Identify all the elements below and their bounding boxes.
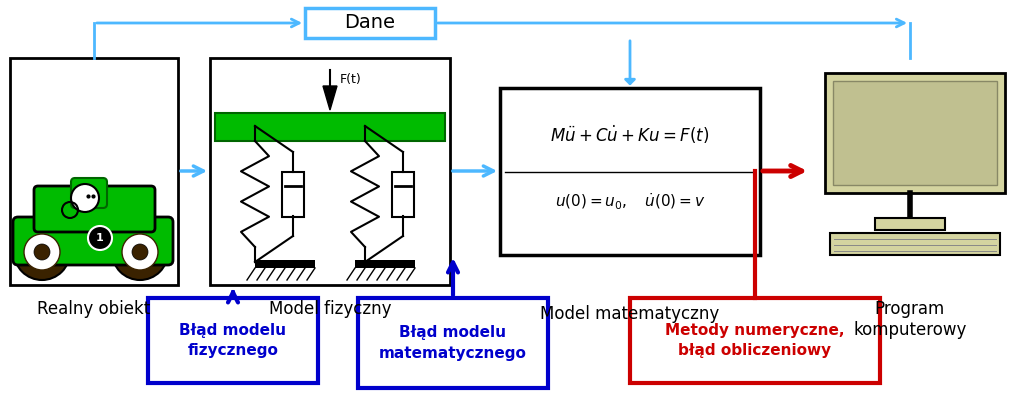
Text: Dane: Dane [344, 13, 395, 32]
Circle shape [34, 244, 50, 260]
Bar [499, 88, 759, 255]
Text: F(t): F(t) [339, 73, 362, 87]
Bar [829, 233, 999, 255]
Bar [281, 172, 304, 217]
Bar [833, 81, 996, 185]
Text: Program
komputerowy: Program komputerowy [853, 300, 966, 339]
Text: 1: 1 [96, 233, 104, 243]
Text: Model matematyczny: Model matematyczny [540, 305, 719, 323]
Text: Błąd modelu
fizycznego: Błąd modelu fizycznego [179, 322, 286, 359]
Text: Metody numeryczne,
błąd obliczeniowy: Metody numeryczne, błąd obliczeniowy [664, 322, 844, 359]
Polygon shape [323, 86, 336, 110]
Text: Realny obiekt: Realny obiekt [38, 300, 151, 318]
Bar [824, 73, 1004, 193]
Bar [215, 113, 444, 141]
FancyBboxPatch shape [13, 217, 173, 265]
FancyBboxPatch shape [34, 186, 155, 232]
FancyBboxPatch shape [71, 178, 107, 208]
Bar [210, 58, 449, 285]
Circle shape [122, 234, 158, 270]
Text: Model fizyczny: Model fizyczny [268, 300, 391, 318]
Circle shape [71, 184, 99, 212]
Bar [874, 218, 944, 230]
Bar [355, 260, 415, 268]
Text: $M\ddot{u}+C\dot{u}+Ku=F(t)$: $M\ddot{u}+C\dot{u}+Ku=F(t)$ [550, 124, 709, 146]
Circle shape [88, 226, 112, 250]
Circle shape [14, 224, 70, 280]
Circle shape [24, 234, 60, 270]
Bar [391, 172, 414, 217]
Text: $u(0)=u_0,\quad\dot{u}(0)=v$: $u(0)=u_0,\quad\dot{u}(0)=v$ [554, 192, 705, 212]
Bar [630, 298, 879, 383]
Bar [255, 260, 315, 268]
Bar [358, 298, 547, 388]
Bar [10, 58, 178, 285]
Text: Błąd modelu
matematycznego: Błąd modelu matematycznego [379, 325, 527, 361]
Circle shape [112, 224, 168, 280]
Bar [305, 8, 434, 38]
Circle shape [131, 244, 148, 260]
Bar [148, 298, 318, 383]
